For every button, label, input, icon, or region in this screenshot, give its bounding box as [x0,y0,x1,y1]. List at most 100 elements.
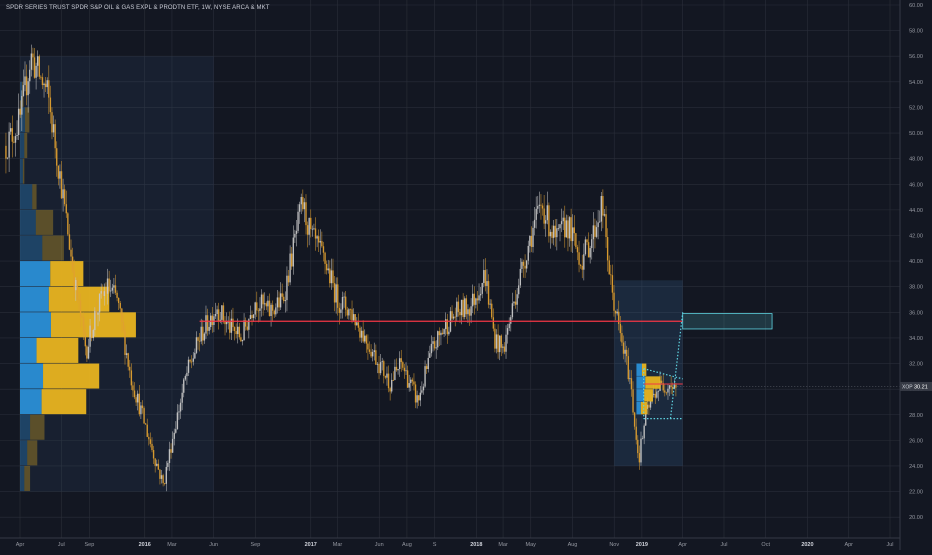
candle-body [87,346,90,359]
candle-body [648,404,650,408]
target-box[interactable] [682,313,773,330]
candle-body [240,337,242,342]
candle-body [79,300,82,317]
candle-body [103,291,106,296]
price-axis[interactable]: 20.0022.0024.0026.0028.0030.0032.0034.00… [899,0,932,550]
candle-body [211,315,214,325]
candle-body [227,321,229,323]
annotations[interactable] [199,312,900,420]
candle-body [32,53,34,58]
candle-body [13,141,15,143]
candle-body [537,205,539,209]
candle-body [397,368,399,371]
candle-body [6,157,9,159]
candle-body [452,316,455,319]
candle-body [57,165,60,179]
candle-body [370,351,372,357]
candle-body [475,298,477,305]
candle-body [524,265,526,269]
volume-bar-down [20,337,37,363]
candle-body [113,285,115,288]
x-tick-label: Jul [58,542,65,548]
candle-body [259,308,261,311]
candle-body [505,334,507,352]
candle-body [418,395,420,401]
x-tick-label: Oct [761,542,770,548]
candle-body [252,314,255,319]
x-tick-label: Aug [568,542,578,548]
candle-body [368,349,371,352]
candle-body [364,335,366,342]
candle-body [578,252,580,265]
candle-body [356,322,358,326]
candle-body [373,350,375,353]
candle-body [203,333,206,341]
candle-body [271,304,274,311]
candle-body [202,326,204,341]
candle-body [297,211,299,231]
candle-body [29,69,31,82]
candle-body [265,303,268,307]
candle-body [556,228,558,238]
candle-body [241,339,244,342]
candle-body [5,145,7,159]
candle-body [468,309,471,316]
volume-bar-up [25,107,30,133]
y-tick-label: 46.00 [909,182,923,188]
candle-body [303,202,306,210]
candle-body [495,334,498,349]
candle-body [219,319,221,321]
candle-body [97,312,99,315]
x-tick-label: Apr [844,542,853,548]
candle-body [379,362,382,374]
candle-body [478,295,480,301]
candle-body [38,56,40,77]
volume-bar-down [20,209,36,235]
candle-body [168,449,171,463]
candle-body [322,246,325,253]
candle-body [624,349,626,354]
candle-body [192,358,194,362]
time-axis[interactable]: Apr Jul Sep 2016 Mar Jun Sep 2017 Mar Jun Aug S 2018… [0,537,900,548]
candle-body [89,325,91,347]
candle-body [156,463,158,466]
volume-bar-down [20,261,51,287]
candle-body [503,346,506,352]
candle-body [386,373,388,378]
candle-body [127,353,129,367]
candle-body [445,319,447,330]
candle-body [652,393,655,395]
volume-bar-down [20,184,33,210]
candle-body [54,124,56,149]
candle-body [86,346,88,359]
candle-body [63,189,66,205]
channel-upper-line[interactable] [643,368,683,380]
candle-body [371,352,374,357]
candle-body [630,378,633,390]
candle-body [329,268,331,284]
candle-body [198,340,201,342]
candle-body [559,224,561,229]
candle-body [552,225,555,238]
candle-body [381,361,383,363]
y-tick-label: 42.00 [909,233,923,239]
candle-body [159,469,161,479]
candle-body [232,318,234,328]
candle-body [486,281,488,286]
x-tick-label: 2016 [139,542,151,548]
candle-body [200,326,202,342]
candle-body [419,392,421,401]
candle-body [554,225,556,238]
candle-body [129,366,131,371]
candle-body [183,379,185,393]
candle-body [519,268,522,286]
recent-volume-bar-down [636,363,642,376]
candle-body [275,307,277,315]
channel-breakout-line[interactable] [669,312,684,419]
candle-body [400,358,402,363]
candle-body [605,214,607,238]
candle-body [95,310,98,315]
candle-body [137,393,139,403]
